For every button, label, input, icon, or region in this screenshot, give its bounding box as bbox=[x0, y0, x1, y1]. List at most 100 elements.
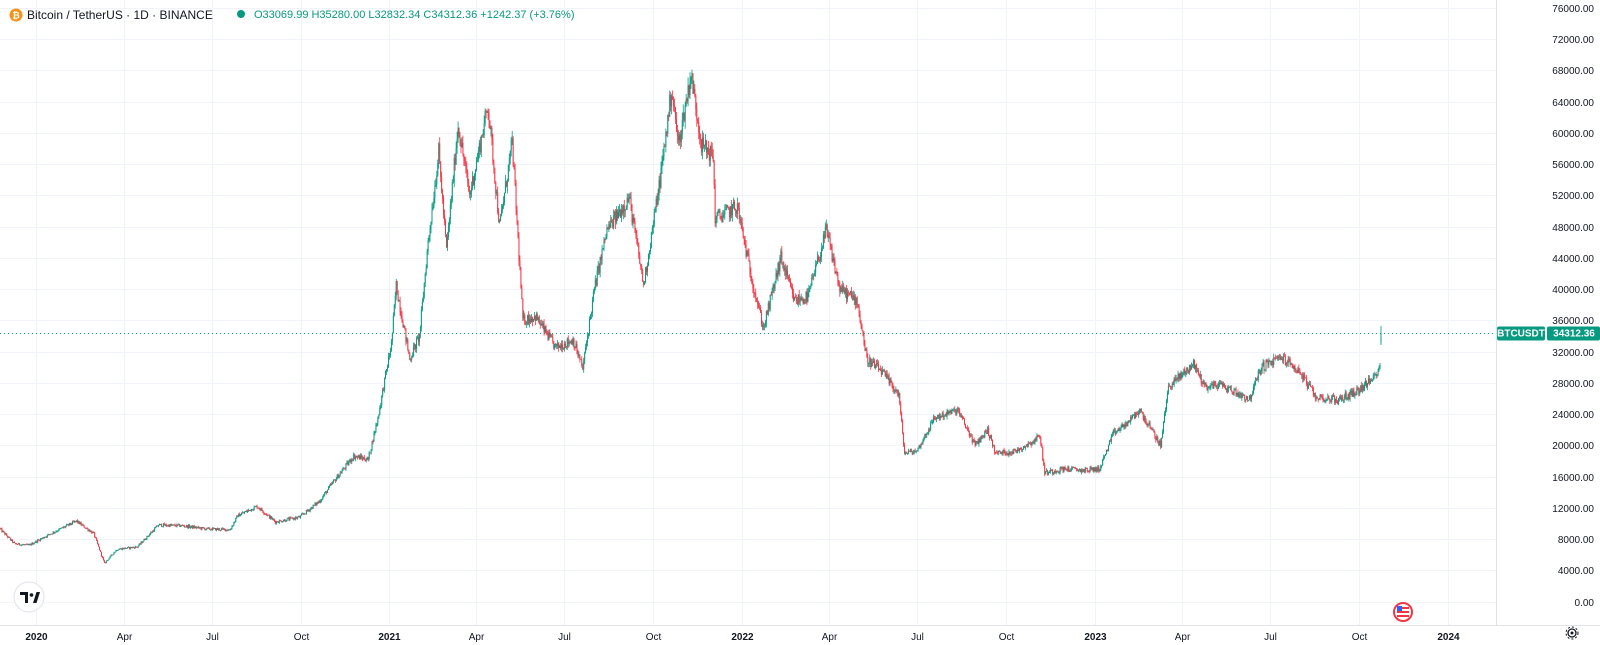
candle bbox=[413, 342, 415, 357]
candle bbox=[783, 261, 785, 272]
candle bbox=[185, 526, 187, 528]
candle bbox=[177, 524, 179, 527]
tradingview-logo-icon[interactable] bbox=[13, 581, 45, 613]
time-axis[interactable]: 2020 Apr Jul Oct 2021 Apr Jul Oct 2022 Apr Jul Oct 2… bbox=[0, 625, 1600, 644]
candle bbox=[354, 453, 356, 460]
candle bbox=[1327, 393, 1329, 401]
candle bbox=[642, 268, 644, 282]
candle bbox=[991, 434, 993, 442]
candle bbox=[575, 340, 577, 349]
candle bbox=[403, 324, 405, 328]
us-flag-icon[interactable] bbox=[1393, 602, 1413, 622]
candle bbox=[1105, 453, 1107, 457]
candle bbox=[267, 514, 269, 517]
candle bbox=[632, 213, 634, 229]
candle bbox=[1188, 369, 1190, 374]
candle bbox=[344, 467, 346, 471]
candle bbox=[673, 96, 675, 112]
candle bbox=[444, 209, 446, 226]
candle bbox=[591, 296, 593, 318]
candle bbox=[697, 118, 699, 124]
candle bbox=[1297, 366, 1299, 374]
candle bbox=[1345, 390, 1347, 401]
candle bbox=[186, 524, 188, 529]
candle bbox=[589, 316, 591, 337]
candle bbox=[90, 530, 92, 533]
candle bbox=[1132, 414, 1134, 420]
candle bbox=[802, 297, 804, 305]
candle bbox=[362, 456, 364, 460]
candle bbox=[1280, 355, 1282, 360]
x-tick-label: 2020 bbox=[25, 632, 48, 643]
candle bbox=[154, 527, 156, 532]
price-axis[interactable]: 0.00 4000.00 8000.00 12000.00 16000.00 20000.… bbox=[1496, 0, 1600, 645]
candle bbox=[836, 267, 838, 277]
candle bbox=[211, 528, 213, 531]
candle bbox=[753, 283, 755, 298]
candle bbox=[479, 136, 481, 155]
candle bbox=[1050, 469, 1052, 472]
candle bbox=[285, 519, 287, 522]
candle bbox=[299, 515, 301, 518]
x-tick-label: Oct bbox=[1352, 632, 1368, 643]
candle bbox=[1009, 451, 1011, 456]
candle bbox=[1047, 469, 1049, 476]
candle bbox=[1025, 444, 1027, 447]
candle bbox=[612, 219, 614, 229]
candle bbox=[737, 202, 739, 211]
candle bbox=[1259, 369, 1261, 376]
candle bbox=[77, 520, 79, 524]
candle bbox=[1133, 413, 1135, 416]
candle bbox=[631, 203, 633, 226]
candle bbox=[380, 402, 382, 410]
candle bbox=[1224, 385, 1226, 390]
candle bbox=[1082, 468, 1084, 473]
gear-icon[interactable] bbox=[1565, 626, 1579, 640]
candle bbox=[512, 136, 514, 168]
candle bbox=[328, 486, 330, 490]
candle bbox=[971, 433, 973, 445]
candle bbox=[880, 367, 882, 378]
candle bbox=[800, 293, 802, 301]
x-tick-label: Oct bbox=[646, 632, 662, 643]
candle bbox=[467, 169, 469, 187]
candle bbox=[758, 300, 760, 309]
candle bbox=[736, 197, 738, 220]
candle bbox=[382, 387, 384, 398]
candle bbox=[486, 110, 488, 114]
x-tick-label: 2023 bbox=[1084, 632, 1107, 643]
candle bbox=[1323, 398, 1325, 402]
candle bbox=[551, 334, 553, 338]
candle bbox=[318, 500, 320, 504]
candle bbox=[406, 336, 408, 344]
candle bbox=[919, 444, 921, 449]
candle bbox=[404, 325, 406, 331]
candle bbox=[218, 527, 220, 531]
candle bbox=[786, 265, 788, 280]
candle bbox=[658, 175, 660, 201]
candle bbox=[262, 510, 264, 514]
candle bbox=[665, 128, 667, 153]
candle bbox=[1117, 427, 1119, 432]
candle bbox=[420, 306, 422, 332]
candle bbox=[1135, 411, 1137, 419]
candle bbox=[260, 507, 262, 512]
candle bbox=[1016, 449, 1018, 454]
candle bbox=[809, 285, 811, 293]
candle bbox=[974, 439, 976, 448]
candle bbox=[350, 458, 352, 464]
candle bbox=[1094, 466, 1096, 472]
candle bbox=[847, 288, 849, 303]
candle bbox=[1040, 436, 1042, 447]
candle bbox=[45, 536, 47, 538]
candle bbox=[396, 280, 398, 295]
candle bbox=[55, 530, 57, 533]
candle bbox=[21, 544, 23, 546]
candle bbox=[216, 527, 218, 530]
candle bbox=[1065, 467, 1067, 471]
y-tick-label: 52000.00 bbox=[1552, 191, 1594, 202]
symbol-legend[interactable]: ₿ Bitcoin / TetherUS · 1D · BINANCE O330… bbox=[9, 8, 575, 22]
candle bbox=[693, 80, 695, 95]
candle bbox=[1144, 415, 1146, 424]
